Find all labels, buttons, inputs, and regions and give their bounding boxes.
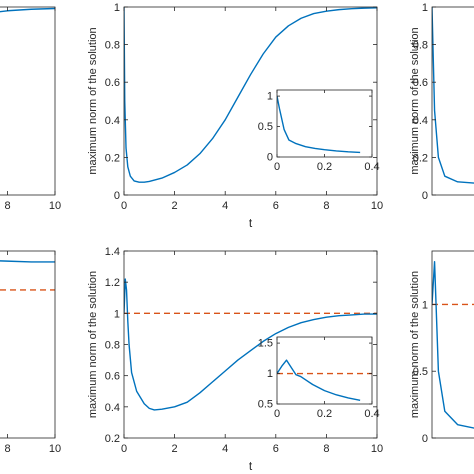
top-right-ytick-label-5: 1 xyxy=(422,2,428,14)
bottom-left-xtick-label-1: 10 xyxy=(49,443,61,455)
bottom-middle-ytick-label-6: 1.4 xyxy=(105,246,120,258)
bottom-middle-ytick-label-4: 1 xyxy=(114,308,120,320)
top-middle-inset-ytick-label-0: 0 xyxy=(267,152,273,164)
bottom-middle-inset-xtick-label-1: 0.2 xyxy=(317,408,332,420)
top-middle-inset-plot-area xyxy=(277,95,361,154)
chart-top-left: 8 10 xyxy=(0,6,61,212)
bottom-middle-inset-ytick-label-2: 1.5 xyxy=(258,338,273,350)
bottom-middle-xtick-label-2: 4 xyxy=(222,443,228,455)
top-right-ytick-label-0: 0 xyxy=(422,190,428,202)
top-right-ytick-label-4: 0.8 xyxy=(413,40,428,52)
bottom-middle-xtick-label-5: 10 xyxy=(371,443,383,455)
top-middle-inset-xtick-label-2: 0.4 xyxy=(364,161,379,173)
top-left-plot-area xyxy=(0,7,55,13)
bottom-middle-ytick-label-0: 0.2 xyxy=(105,433,120,445)
bottom-left-plot-area xyxy=(0,260,55,291)
bottom-middle-xtick-label-1: 2 xyxy=(172,443,178,455)
bottom-left-frame xyxy=(0,250,56,439)
chart-top-right: 0 0.2 0.4 0.6 0.8 1 maximum norm of the soluti… xyxy=(409,2,474,202)
top-middle-ytick-label-1: 0.2 xyxy=(105,152,120,164)
bottom-middle-inset-ytick-label-1: 1 xyxy=(267,368,273,380)
bottom-middle-ytick-label-2: 0.6 xyxy=(105,371,120,383)
top-middle-ytick-label-2: 0.4 xyxy=(105,115,120,127)
top-right-ytick-label-2: 0.4 xyxy=(413,115,428,127)
bottom-middle-series-line-0 xyxy=(124,278,377,411)
bottom-middle-xtick-label-0: 0 xyxy=(121,443,127,455)
bottom-middle-xlabel: t xyxy=(249,459,253,473)
top-right-series-line-0 xyxy=(432,7,474,184)
top-middle-inset-background xyxy=(277,90,372,157)
chart-bottom-left: 8 10 xyxy=(0,250,61,455)
top-middle-frame xyxy=(123,6,378,196)
bottom-middle-inset-xtick-label-2: 0.4 xyxy=(364,408,379,420)
top-middle-inset-xtick-label-1: 0.2 xyxy=(317,161,332,173)
top-middle-ytick-label-5: 1 xyxy=(114,2,120,14)
bottom-right-plot-area xyxy=(432,260,474,429)
top-middle-xtick-label-5: 10 xyxy=(371,200,383,212)
top-middle-inset-ytick-label-1: 0.5 xyxy=(258,121,273,133)
bottom-middle-ytick-label-5: 1.2 xyxy=(105,277,120,289)
bottom-middle-xtick-label-4: 8 xyxy=(323,443,329,455)
bottom-left-series-line-0 xyxy=(0,260,55,263)
inset-bottom-middle: 0 0.2 0.4 0.5 1 1.5 xyxy=(258,336,380,420)
top-middle-ytick-label-4: 0.8 xyxy=(105,40,120,52)
top-middle-inset-ytick-label-2: 1 xyxy=(267,91,273,103)
bottom-right-ytick-label-2: 1 xyxy=(422,299,428,311)
bottom-right-ylabel: maximum norm of the solution xyxy=(409,271,421,418)
top-middle-inset-xtick-label-0: 0 xyxy=(274,161,280,173)
top-middle-xtick-label-1: 2 xyxy=(172,200,178,212)
top-middle-xtick-label-4: 8 xyxy=(323,200,329,212)
bottom-left-xtick-label-0: 8 xyxy=(4,443,10,455)
top-middle-ylabel: maximum norm of the solution xyxy=(87,27,99,174)
bottom-middle-inset-background xyxy=(277,337,372,404)
inset-top-middle: 0 0.2 0.4 0 0.5 1 xyxy=(258,89,380,173)
bottom-right-ytick-label-0: 0 xyxy=(422,433,428,445)
top-right-ylabel: maximum norm of the solution xyxy=(409,27,421,174)
bottom-right-frame xyxy=(431,250,474,439)
top-middle-ytick-label-0: 0 xyxy=(114,190,120,202)
top-left-frame xyxy=(0,6,56,196)
top-middle-inset-series-line-0 xyxy=(277,95,361,154)
top-right-ytick-label-1: 0.2 xyxy=(413,152,428,164)
bottom-middle-inset-plot-area xyxy=(277,359,372,402)
top-middle-ytick-label-3: 0.6 xyxy=(105,77,120,89)
bottom-middle-xtick-label-3: 6 xyxy=(273,443,279,455)
bottom-middle-inset-series-line-0 xyxy=(277,359,361,402)
bottom-middle-plot-area xyxy=(124,278,377,411)
bottom-middle-inset-ytick-label-0: 0.5 xyxy=(258,399,273,411)
top-left-xtick-label-1: 10 xyxy=(49,200,61,212)
bottom-middle-ytick-label-1: 0.4 xyxy=(105,402,120,414)
top-middle-xtick-label-2: 4 xyxy=(222,200,228,212)
top-right-plot-area xyxy=(432,7,474,184)
top-middle-xtick-label-0: 0 xyxy=(121,200,127,212)
top-left-xtick-label-0: 8 xyxy=(4,200,10,212)
bottom-middle-ylabel: maximum norm of the solution xyxy=(87,271,99,418)
bottom-right-ytick-label-1: 0.5 xyxy=(413,366,428,378)
top-middle-series-line-0 xyxy=(124,7,377,183)
top-middle-plot-area xyxy=(124,7,377,183)
top-left-series-line-0 xyxy=(0,7,55,13)
top-middle-xtick-label-3: 6 xyxy=(273,200,279,212)
top-right-ytick-label-3: 0.6 xyxy=(413,77,428,89)
top-middle-xlabel: t xyxy=(249,216,253,230)
bottom-middle-ytick-label-3: 0.8 xyxy=(105,339,120,351)
bottom-right-series-line-0 xyxy=(432,260,474,429)
bottom-middle-inset-xtick-label-0: 0 xyxy=(274,408,280,420)
top-right-frame xyxy=(431,6,474,196)
